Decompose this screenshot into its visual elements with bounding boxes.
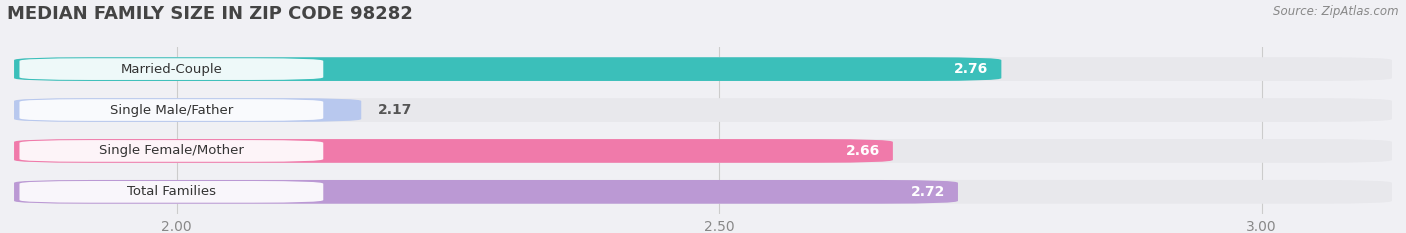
Text: Married-Couple: Married-Couple	[121, 63, 222, 75]
FancyBboxPatch shape	[14, 98, 1392, 122]
Text: Single Male/Father: Single Male/Father	[110, 103, 233, 116]
Text: Total Families: Total Families	[127, 185, 217, 198]
Text: Source: ZipAtlas.com: Source: ZipAtlas.com	[1274, 5, 1399, 18]
FancyBboxPatch shape	[20, 58, 323, 80]
Text: Single Female/Mother: Single Female/Mother	[98, 144, 243, 158]
Text: 2.66: 2.66	[845, 144, 880, 158]
FancyBboxPatch shape	[14, 57, 1001, 81]
FancyBboxPatch shape	[20, 140, 323, 162]
FancyBboxPatch shape	[14, 180, 1392, 204]
Text: 2.72: 2.72	[911, 185, 945, 199]
FancyBboxPatch shape	[14, 57, 1392, 81]
FancyBboxPatch shape	[14, 98, 361, 122]
FancyBboxPatch shape	[20, 99, 323, 121]
Text: MEDIAN FAMILY SIZE IN ZIP CODE 98282: MEDIAN FAMILY SIZE IN ZIP CODE 98282	[7, 5, 413, 23]
FancyBboxPatch shape	[14, 139, 893, 163]
Text: 2.76: 2.76	[955, 62, 988, 76]
FancyBboxPatch shape	[20, 181, 323, 203]
Text: 2.17: 2.17	[378, 103, 412, 117]
FancyBboxPatch shape	[14, 139, 1392, 163]
FancyBboxPatch shape	[14, 180, 957, 204]
